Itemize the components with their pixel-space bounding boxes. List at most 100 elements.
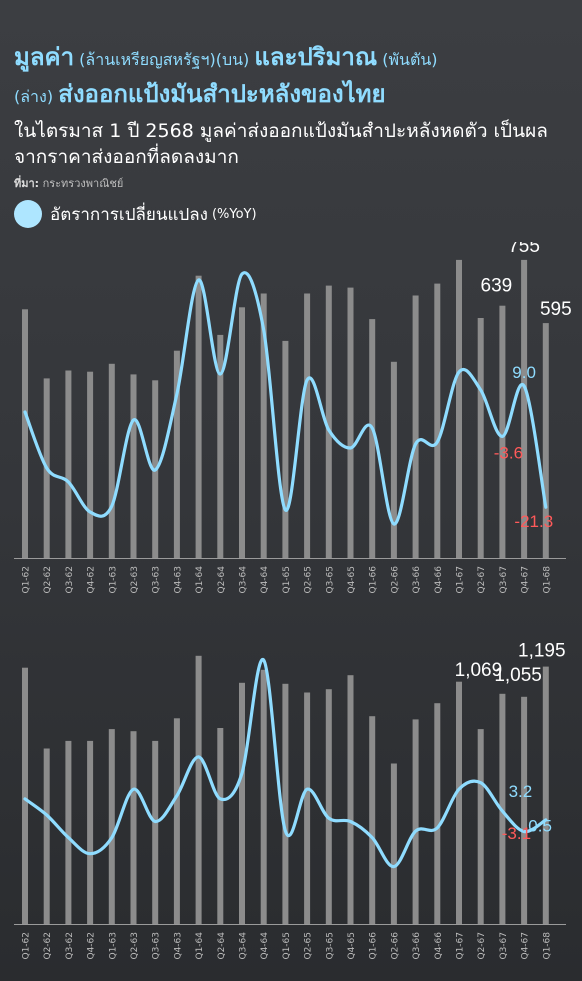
bar <box>87 371 94 558</box>
tick-label: Q1-65 <box>282 932 292 960</box>
title-part2-unit: (พันตัน) <box>382 50 438 69</box>
tick-label: Q2-67 <box>477 932 487 960</box>
bar <box>152 740 159 924</box>
data-label: 0.5 <box>528 817 552 836</box>
tick-label: Q1-64 <box>195 932 205 960</box>
tick-label: Q1-68 <box>542 566 552 594</box>
bar <box>499 305 506 558</box>
tick-label: Q4-63 <box>173 932 183 960</box>
data-label: 1,055 <box>494 665 542 686</box>
tick-label: Q3-62 <box>65 566 75 594</box>
bar <box>456 259 462 558</box>
tick-label: Q4-64 <box>260 566 270 594</box>
tick-label: Q2-66 <box>390 566 400 594</box>
bar <box>542 666 549 924</box>
chart-title: มูลค่า (ล้านเหรียญสหรัฐฯ)(บน) และปริมาณ … <box>14 40 574 114</box>
data-label: -3.1 <box>502 824 531 843</box>
tick-label: Q4-62 <box>87 932 97 960</box>
bar <box>65 740 72 924</box>
bar <box>239 682 245 924</box>
tick-label: Q2-63 <box>130 932 140 960</box>
tick-label: Q2-63 <box>130 566 140 594</box>
bar <box>325 285 332 558</box>
tick-label: Q2-65 <box>304 932 314 960</box>
chart-subtitle: ในไตรมาส 1 ปี 2568 มูลค่าส่งออกแป้งมันสำ… <box>14 120 548 168</box>
bar <box>22 309 28 558</box>
tick-label: Q1-63 <box>108 932 118 960</box>
tick-label: Q1-63 <box>108 566 118 594</box>
source-text: กระทรวงพาณิชย์ <box>42 177 124 190</box>
bar <box>130 731 137 924</box>
tick-label: Q3-67 <box>499 566 509 594</box>
bar <box>217 334 224 558</box>
bar <box>239 307 245 558</box>
bar <box>217 728 224 924</box>
bar <box>412 719 419 924</box>
bar <box>477 318 484 558</box>
tick-label: Q4-67 <box>521 932 531 960</box>
bar <box>477 729 484 924</box>
tick-label: Q2-64 <box>217 566 227 594</box>
data-label: 1,069 <box>455 660 503 681</box>
data-label: 595 <box>540 299 572 320</box>
bar <box>369 319 376 558</box>
bar <box>43 748 50 924</box>
tick-label: Q4-65 <box>347 932 357 960</box>
bar <box>195 655 202 924</box>
tick-label: Q1-68 <box>542 932 552 960</box>
title-part3-unit: (ล่าง) <box>14 87 54 106</box>
bar <box>412 295 419 558</box>
tick-label: Q2-62 <box>43 932 53 960</box>
tick-label: Q2-66 <box>390 932 400 960</box>
tick-label: Q3-63 <box>152 566 162 594</box>
tick-label: Q2-67 <box>477 566 487 594</box>
legend-swatch <box>14 200 42 228</box>
tick-label: Q2-62 <box>43 566 53 594</box>
tick-label: Q1-66 <box>369 932 379 960</box>
bar <box>521 259 528 558</box>
tick-label: Q2-65 <box>304 566 314 594</box>
data-label: 1,195 <box>518 641 566 662</box>
volume-chart: Q1-62 Q2-62 Q3-62 Q4-62 Q1-63 Q2-63 Q3-63 Q4-63… <box>14 641 566 960</box>
bar <box>108 363 115 558</box>
source-note: ที่มา: กระทรวงพาณิชย์ <box>14 174 123 192</box>
tick-label: Q3-66 <box>412 566 422 594</box>
bar <box>87 740 94 924</box>
title-part3: ส่งออกแป้งมันสำปะหลังของไทย <box>58 80 386 108</box>
value-chart: Q1-62 Q2-62 Q3-62 Q4-62 Q1-63 Q2-63 Q3-63 Q4-63… <box>14 242 572 594</box>
title-part1-unit: (ล้านเหรียญสหรัฐฯ)(บน) <box>79 50 250 69</box>
tick-label: Q3-65 <box>325 566 335 594</box>
tick-label: Q1-67 <box>456 566 466 594</box>
bar <box>347 287 354 558</box>
bar <box>65 370 72 558</box>
tick-label: Q3-66 <box>412 932 422 960</box>
tick-label: Q3-62 <box>65 932 75 960</box>
tick-label: Q1-66 <box>369 566 379 594</box>
data-label: -3.6 <box>494 443 523 462</box>
tick-label: Q4-66 <box>434 566 444 594</box>
tick-label: Q1-64 <box>195 566 205 594</box>
bar <box>260 669 267 924</box>
bar <box>434 703 441 924</box>
data-label: 3.2 <box>509 782 533 801</box>
bar <box>304 293 311 558</box>
source-label: ที่มา: <box>14 177 40 190</box>
tick-label: Q4-62 <box>87 566 97 594</box>
bar <box>390 763 397 924</box>
yoy-line <box>23 271 548 526</box>
bar <box>434 283 441 558</box>
yoy-line <box>23 658 548 869</box>
bar <box>521 696 528 924</box>
title-part1: มูลค่า <box>14 43 75 71</box>
bar <box>347 675 354 924</box>
bar <box>173 350 180 558</box>
tick-label: Q4-63 <box>173 566 183 594</box>
tick-label: Q1-67 <box>456 932 466 960</box>
tick-label: Q3-64 <box>239 566 249 594</box>
bar <box>304 692 311 924</box>
tick-label: Q4-65 <box>347 566 357 594</box>
tick-label: Q4-64 <box>260 932 270 960</box>
legend-unit: (%YoY) <box>211 206 257 222</box>
tick-label: Q4-66 <box>434 932 444 960</box>
tick-label: Q1-62 <box>22 932 32 960</box>
